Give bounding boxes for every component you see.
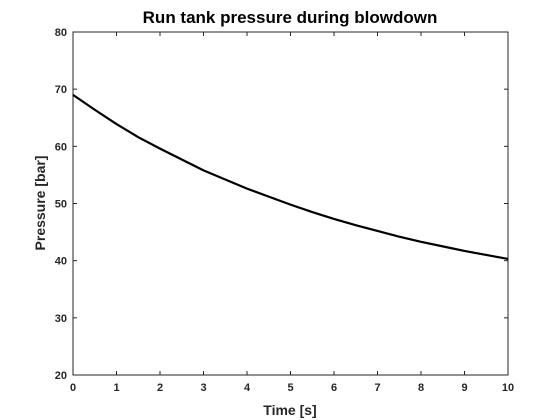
- x-tick-label: 0: [70, 382, 76, 394]
- y-tick-label: 20: [55, 370, 67, 382]
- y-tick-label: 70: [55, 84, 67, 96]
- y-tick-label: 80: [55, 27, 67, 39]
- x-tick-label: 10: [502, 382, 514, 394]
- x-tick-label: 9: [461, 382, 467, 394]
- x-tick-label: 3: [200, 382, 206, 394]
- y-tick-label: 40: [55, 256, 67, 268]
- x-tick-label: 2: [157, 382, 163, 394]
- x-tick-label: 1: [113, 382, 119, 394]
- y-tick-label: 30: [55, 313, 67, 325]
- x-tick-label: 5: [287, 382, 293, 394]
- x-tick-label: 8: [418, 382, 424, 394]
- x-tick-label: 4: [244, 382, 251, 394]
- x-tick-label: 6: [331, 382, 337, 394]
- y-tick-label: 50: [55, 199, 67, 211]
- y-axis-title: Pressure [bar]: [32, 156, 48, 251]
- x-axis-title: Time [s]: [263, 402, 316, 418]
- pressure-series-line: [72, 93, 509, 261]
- chart-title: Run tank pressure during blowdown: [143, 8, 438, 27]
- x-tick-label: 7: [374, 382, 380, 394]
- y-tick-label: 60: [55, 141, 67, 153]
